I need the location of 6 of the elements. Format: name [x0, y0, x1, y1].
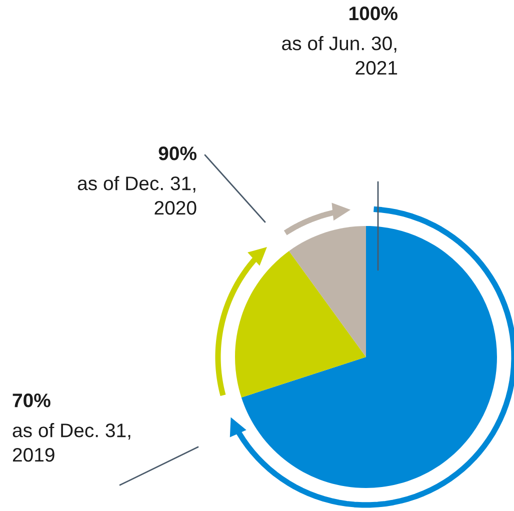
text: 90% as of Dec. 31, 2020: [78, 146, 196, 215]
text: 70% as of Dec. 31, 2019: [12, 394, 130, 462]
text: 100% as of Jun. 30, 2021: [282, 6, 398, 75]
pie-slice: [241, 226, 497, 488]
pie-slice: [289, 226, 366, 357]
pie-slice: [235, 251, 366, 398]
